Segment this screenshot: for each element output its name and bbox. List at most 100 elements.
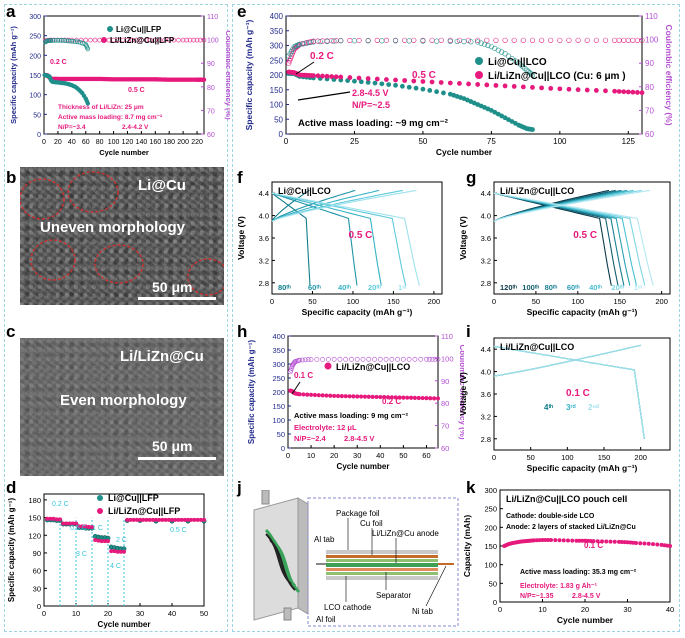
ce-point-li <box>509 55 515 62</box>
capacity-point <box>553 538 558 543</box>
capacity-point <box>642 541 647 546</box>
capacity-point-lizn <box>54 517 59 522</box>
y-axis-label: Voltage (V) <box>460 372 468 416</box>
ce-point-li <box>528 71 534 77</box>
y-tick-label: 150 <box>272 402 285 411</box>
capacity-point <box>534 538 539 543</box>
capacity-point-lizn <box>484 82 490 88</box>
panel-label-e: e <box>237 2 247 21</box>
ce-point-lizn <box>402 37 408 43</box>
ce-point-lizn <box>171 37 177 43</box>
x-tick-label: 75 <box>487 137 496 146</box>
capacity-point-lizn <box>411 78 417 84</box>
capacity-point <box>435 396 441 401</box>
ce-point-lizn <box>602 37 609 43</box>
ce-point-li <box>73 39 78 44</box>
capacity-point <box>320 393 325 398</box>
chart-title: Li/LiZn@Cu||LCO pouch cell <box>506 494 627 504</box>
y2-tick-label: 70 <box>441 422 449 431</box>
capacity-point <box>668 544 672 548</box>
capacity-point-lizn <box>93 537 98 542</box>
ce-point-lizn <box>176 37 181 43</box>
ce-point-li <box>55 38 61 43</box>
y-tick-label: 180 <box>28 496 41 505</box>
rate-label: 0.1 C <box>566 388 590 399</box>
ce-point-li <box>461 39 467 45</box>
ce-point <box>360 356 366 362</box>
schematic-label-1: Cu foil <box>360 519 383 528</box>
cycle-label: 4ᵗʰ <box>544 403 553 412</box>
capacity-point-lizn <box>186 517 190 522</box>
x-tick-label: 20 <box>54 139 62 146</box>
ce-point-lizn <box>557 37 563 43</box>
rate-label: 1 C <box>92 525 103 532</box>
x-tick-label: 60 <box>82 139 90 146</box>
y2-tick-label: 80 <box>441 399 449 408</box>
y2-tick-label: 100 <box>441 354 454 363</box>
annotation-mass-loading: Active mass loading: 9 mg cm⁻² <box>294 411 408 420</box>
y-axis-label: Voltage (V) <box>236 216 246 260</box>
capacity-point <box>428 396 433 401</box>
x-tick-label: 150 <box>387 297 400 306</box>
legend-marker-lizn <box>97 508 103 514</box>
capacity-point-li <box>399 83 405 89</box>
capacity-point-lizn <box>333 74 339 80</box>
capacity-point-lizn <box>575 87 581 93</box>
legend-label: Li/LiZn@Cu||LCO <box>336 362 410 372</box>
y-tick-label: 4.0 <box>259 212 269 221</box>
sem-c-scale-label: 50 μm <box>152 438 193 454</box>
capacity-point-lizn <box>99 539 104 544</box>
capacity-point-lizn <box>639 90 645 96</box>
ce-point <box>406 356 412 362</box>
capacity-point-lizn <box>109 549 114 554</box>
y-tick-label: 200 <box>29 53 41 60</box>
annotation-rate-02: 0.2 C <box>382 397 401 406</box>
ce-point-li <box>62 38 68 43</box>
capacity-point-lizn <box>457 81 462 86</box>
y-axis-label: Capacity (mAh) <box>462 515 472 578</box>
ce-point-li <box>85 46 91 52</box>
ce-point <box>366 356 372 362</box>
capacity-point-lizn <box>48 516 53 521</box>
ce-point-lizn <box>584 37 590 43</box>
x-tick-label: 30 <box>353 451 361 460</box>
cycle-label: 2ⁿᵈ <box>588 403 599 412</box>
x-tick-label: 100 <box>108 139 120 146</box>
x-tick-label: 150 <box>598 453 611 462</box>
ce-point-lizn <box>634 37 641 43</box>
annotation-electrolyte: Electrolyte: 12 μL <box>294 423 357 432</box>
panel-label-j: j <box>237 478 242 497</box>
annotation-np: N/P=~2.5 <box>352 100 390 110</box>
capacity-point-lizn <box>447 80 453 86</box>
x-tick-label: 50 <box>418 137 427 146</box>
y-tick-label: 150 <box>28 514 41 523</box>
x-axis-label: Cycle number <box>99 148 149 157</box>
x-tick-label: 200 <box>634 453 647 462</box>
ce-point-li <box>324 38 330 44</box>
ce-point-lizn <box>111 37 116 43</box>
x-tick-label: 150 <box>613 297 626 306</box>
panel-label-h: h <box>237 322 248 341</box>
x-tick-label: 60 <box>422 451 430 460</box>
capacity-point-li <box>352 78 357 84</box>
legend-marker-lizn <box>475 71 483 79</box>
ce-point-li <box>512 58 518 64</box>
capacity-point-lizn <box>493 83 499 88</box>
ce-point <box>377 356 383 362</box>
ce-point-li <box>66 38 71 44</box>
capacity-point-lizn <box>557 86 563 92</box>
y-tick-label: 3.6 <box>481 390 491 399</box>
ce-point <box>297 357 302 363</box>
ce-point <box>314 357 320 362</box>
ce-point-lizn <box>120 37 126 43</box>
discharge-curve <box>493 192 654 286</box>
panel-label-i: i <box>466 322 471 341</box>
ce-point <box>426 356 432 362</box>
ce-point-li <box>303 40 310 46</box>
annotation-anode: Anode: 2 layers of stacked Li/LiZn@Cu <box>506 524 636 531</box>
capacity-point-lizn <box>102 539 107 544</box>
cycle-label: 80ᵗʰ <box>278 283 291 292</box>
x-tick-label: 0 <box>492 453 496 462</box>
y-tick-label: 0 <box>37 132 41 139</box>
y2-tick-label: 100 <box>207 38 219 45</box>
